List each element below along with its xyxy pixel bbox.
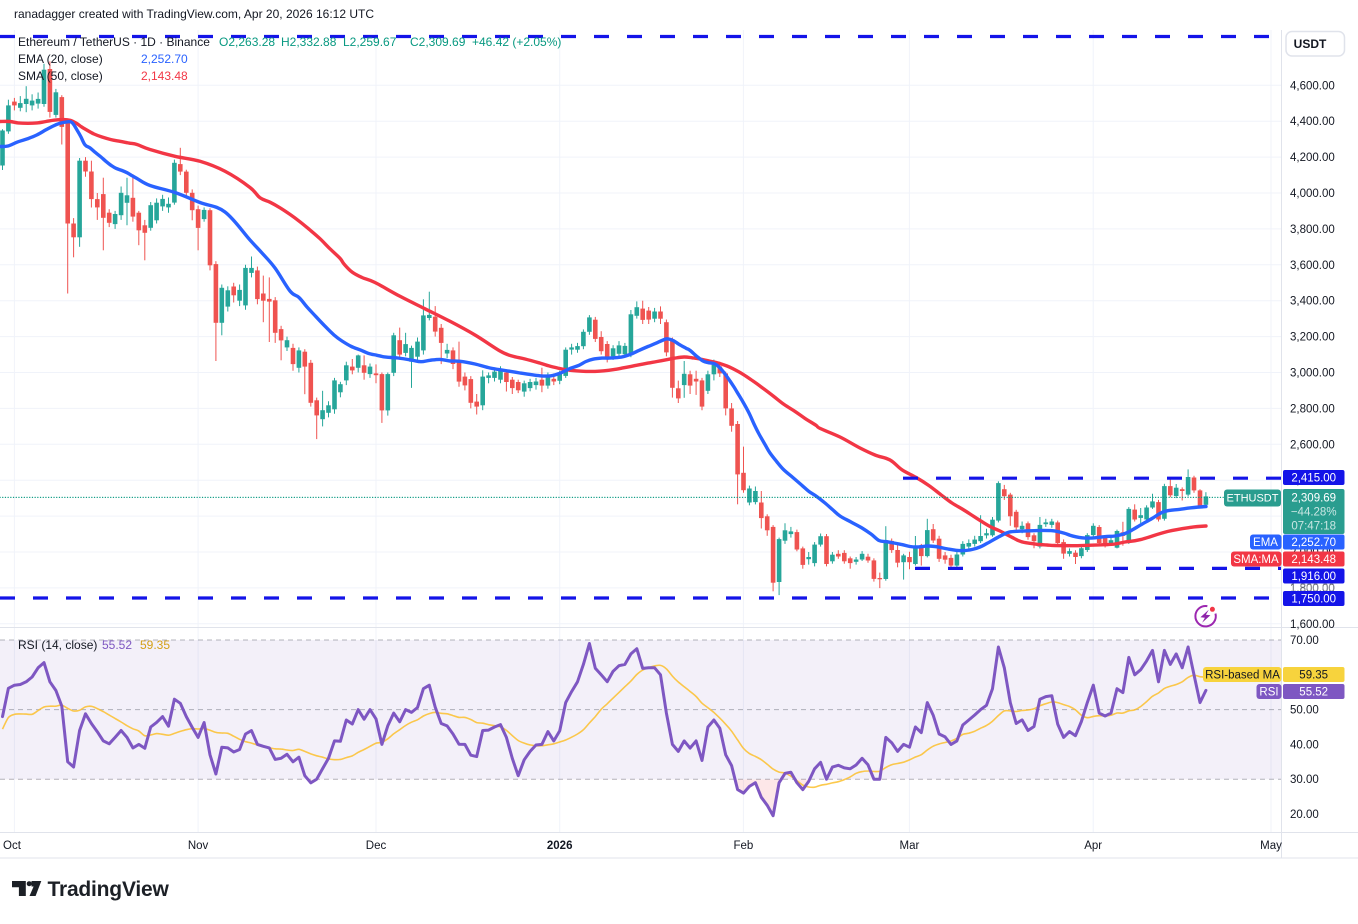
svg-text:ranadagger created with Tradin: ranadagger created with TradingView.com,… <box>14 7 374 21</box>
svg-text:3,000.00: 3,000.00 <box>1290 368 1335 380</box>
svg-text:50.00: 50.00 <box>1290 705 1319 717</box>
svg-text:EMA: EMA <box>1253 537 1278 549</box>
svg-text:2,143.48: 2,143.48 <box>1291 554 1336 566</box>
svg-text:1,750.00: 1,750.00 <box>1291 594 1336 606</box>
svg-text:3,800.00: 3,800.00 <box>1290 224 1335 236</box>
svg-text:O2,263.28: O2,263.28 <box>219 35 275 49</box>
svg-text:RSI: RSI <box>1259 687 1278 699</box>
svg-text:Apr: Apr <box>1084 840 1102 852</box>
svg-text:2,800.00: 2,800.00 <box>1290 403 1335 415</box>
svg-text:2,143.48: 2,143.48 <box>141 69 188 83</box>
svg-text:C2,309.69: C2,309.69 <box>410 35 466 49</box>
svg-text:EMA (20, close): EMA (20, close) <box>18 52 103 66</box>
svg-text:Mar: Mar <box>899 840 919 852</box>
svg-text:ETHUSDT: ETHUSDT <box>1227 493 1279 505</box>
svg-text:TradingView: TradingView <box>48 878 170 901</box>
svg-text:07:47:18: 07:47:18 <box>1291 521 1336 533</box>
svg-text:59.35: 59.35 <box>140 638 170 652</box>
svg-text:4,000.00: 4,000.00 <box>1290 188 1335 200</box>
svg-text:L2,259.67: L2,259.67 <box>343 35 397 49</box>
svg-text:USDT: USDT <box>1294 37 1327 51</box>
svg-text:3,200.00: 3,200.00 <box>1290 332 1335 344</box>
svg-text:55.52: 55.52 <box>102 638 132 652</box>
svg-text:H2,332.88: H2,332.88 <box>281 35 337 49</box>
svg-text:+46.42 (+2.05%): +46.42 (+2.05%) <box>472 35 561 49</box>
svg-text:Ethereum / TetherUS · 1D · Bin: Ethereum / TetherUS · 1D · Binance <box>18 35 210 49</box>
svg-text:59.35: 59.35 <box>1299 670 1328 682</box>
svg-text:2,415.00: 2,415.00 <box>1291 473 1336 485</box>
svg-text:2,252.70: 2,252.70 <box>141 52 188 66</box>
svg-text:SMA:MA: SMA:MA <box>1233 554 1279 566</box>
svg-text:30.00: 30.00 <box>1290 774 1319 786</box>
svg-text:Nov: Nov <box>188 840 209 852</box>
svg-text:2,252.70: 2,252.70 <box>1291 537 1336 549</box>
svg-text:May: May <box>1260 840 1282 852</box>
svg-text:RSI-based MA: RSI-based MA <box>1205 670 1280 682</box>
svg-text:1,916.00: 1,916.00 <box>1291 571 1336 583</box>
svg-text:20.00: 20.00 <box>1290 809 1319 821</box>
svg-text:2,600.00: 2,600.00 <box>1290 439 1335 451</box>
svg-text:1,600.00: 1,600.00 <box>1290 619 1335 631</box>
svg-text:−44.28%: −44.28% <box>1291 507 1337 519</box>
svg-text:4,200.00: 4,200.00 <box>1290 152 1335 164</box>
svg-text:3,400.00: 3,400.00 <box>1290 296 1335 308</box>
svg-text:4,400.00: 4,400.00 <box>1290 116 1335 128</box>
svg-text:SMA (50, close): SMA (50, close) <box>18 69 103 83</box>
svg-text:Feb: Feb <box>733 840 753 852</box>
svg-text:RSI (14, close): RSI (14, close) <box>18 638 97 652</box>
svg-text:Dec: Dec <box>366 840 387 852</box>
svg-text:3,600.00: 3,600.00 <box>1290 260 1335 272</box>
svg-text:55.52: 55.52 <box>1299 687 1328 699</box>
svg-text:Oct: Oct <box>3 840 22 852</box>
svg-text:4,600.00: 4,600.00 <box>1290 80 1335 92</box>
svg-text:40.00: 40.00 <box>1290 739 1319 751</box>
svg-text:2026: 2026 <box>547 840 573 852</box>
svg-text:70.00: 70.00 <box>1290 635 1319 647</box>
svg-text:2,309.69: 2,309.69 <box>1291 493 1336 505</box>
